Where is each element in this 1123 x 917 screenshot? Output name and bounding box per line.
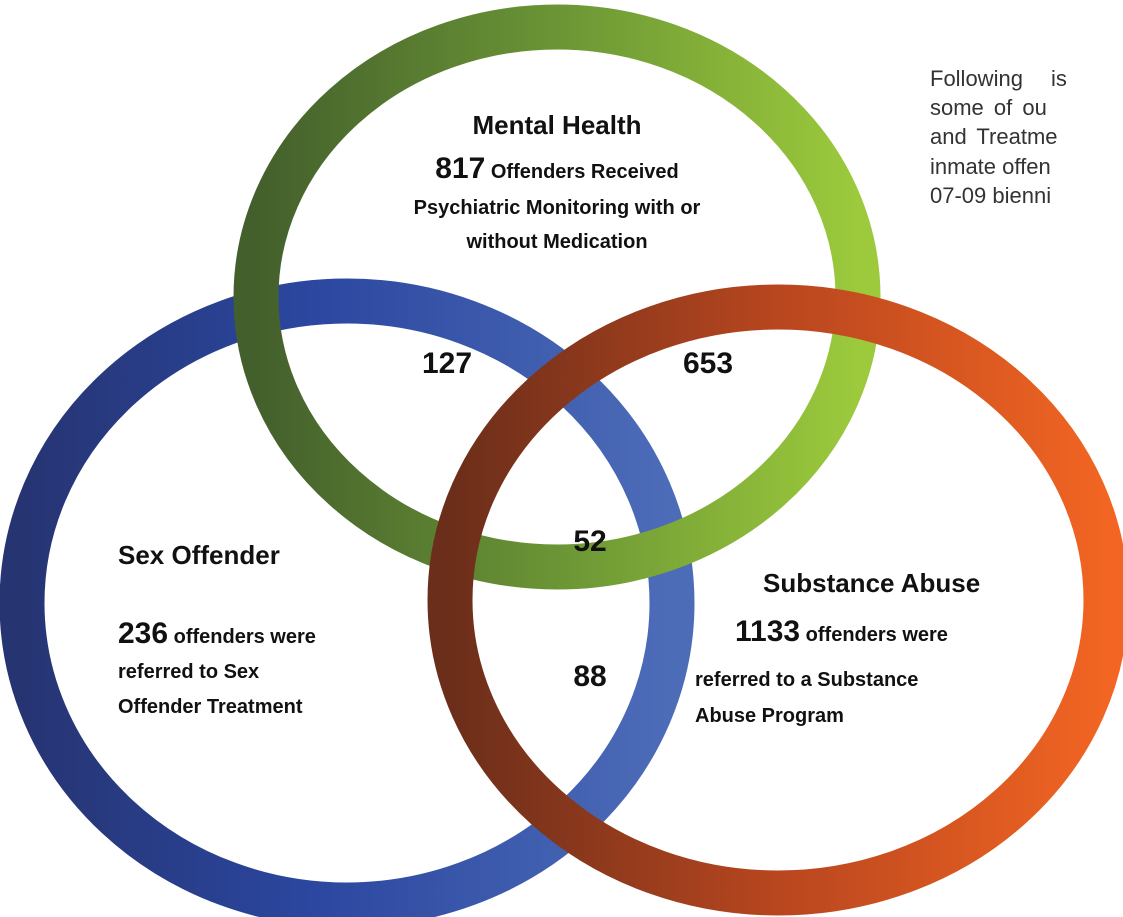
side-text-line: Following is — [930, 66, 1067, 91]
circle-line: without Medication — [465, 231, 647, 253]
circle-line: Psychiatric Monitoring with or — [414, 197, 701, 219]
circle-count: 1133 — [735, 615, 800, 648]
side-text-line: inmate offen — [930, 154, 1051, 179]
overlap-count: 653 — [683, 347, 733, 380]
overlap-count: 127 — [422, 347, 472, 380]
side-text-line: some of ou — [930, 95, 1047, 120]
sex-offender-ring — [0, 278, 695, 917]
side-text-line: and Treatme — [930, 124, 1058, 149]
circle-title: Mental Health — [472, 110, 641, 140]
overlap-count: 52 — [573, 525, 606, 558]
circle-count: 236 — [118, 617, 168, 650]
circle-line: 817 Offenders Received — [435, 152, 678, 185]
substance-abuse-ring — [427, 284, 1123, 916]
circle-line: Offender Treatment — [118, 696, 303, 718]
circle-line: referred to Sex — [118, 661, 259, 683]
circle-line: referred to a Substance — [695, 669, 918, 691]
circle-line: Abuse Program — [695, 705, 844, 727]
circle-line: offenders were — [174, 626, 316, 648]
circle-title: Substance Abuse — [763, 568, 980, 598]
circle-count: 817 — [435, 152, 485, 185]
circle-line: offenders were — [806, 624, 948, 646]
circle-line: 1133 offenders were — [735, 615, 948, 648]
circle-title: Sex Offender — [118, 540, 280, 570]
circle-line: 236 offenders were — [118, 617, 316, 650]
overlap-count: 88 — [573, 660, 606, 693]
circle-line: Offenders Received — [491, 161, 679, 183]
side-text-line: 07-09 bienni — [930, 183, 1051, 208]
